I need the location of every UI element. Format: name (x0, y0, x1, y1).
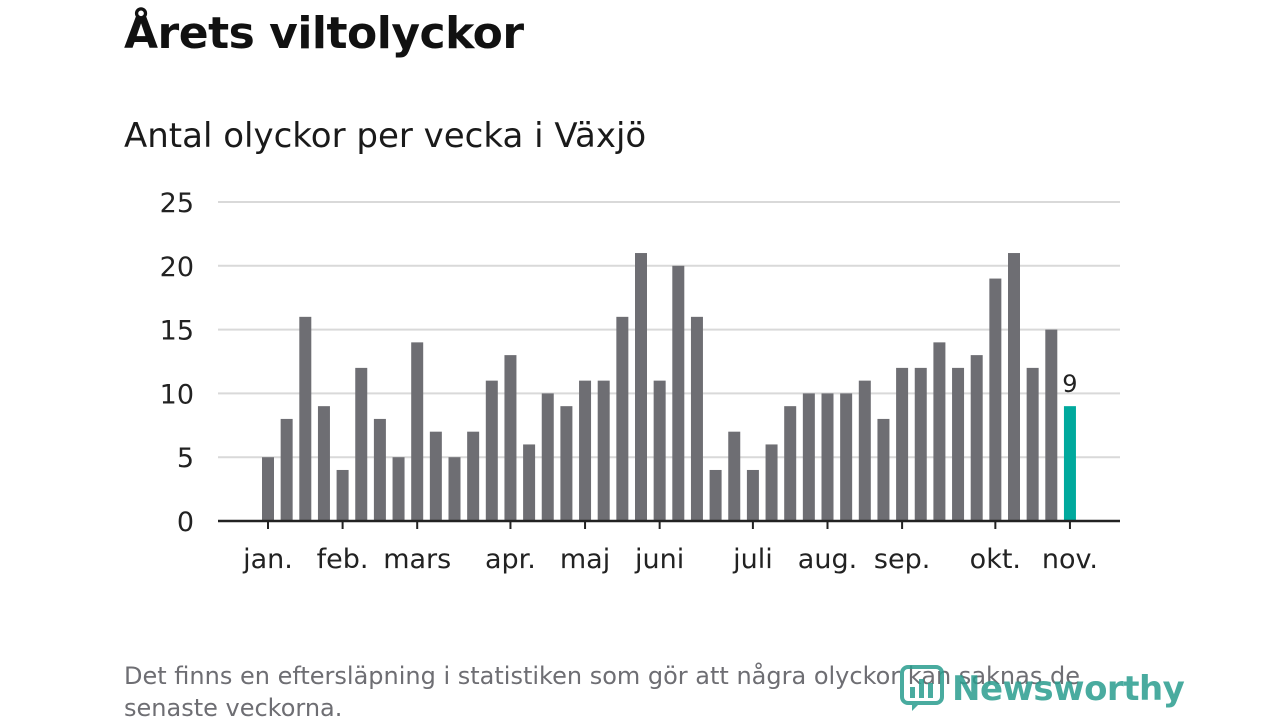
bar (933, 342, 946, 521)
y-tick-label: 5 (177, 443, 194, 474)
bar (504, 355, 517, 521)
bar-highlight (1063, 406, 1076, 521)
bar (858, 380, 871, 521)
bars: 9 (262, 253, 1078, 522)
bar (579, 380, 592, 521)
bar (802, 393, 815, 521)
bar (746, 469, 759, 521)
bar (411, 342, 424, 521)
bar (821, 393, 834, 521)
x-tick-label: jan. (242, 544, 293, 575)
y-tick-label: 20 (160, 252, 194, 283)
bar (262, 457, 274, 521)
brand-name: Newsworthy (952, 669, 1185, 709)
bar (635, 253, 647, 522)
x-tick-label: sep. (874, 544, 930, 575)
bar (597, 380, 610, 521)
x-axis: jan. feb. mars apr. maj juni juli aug. sep. okt. n… (218, 519, 1120, 575)
bar (560, 406, 573, 521)
bar (523, 444, 536, 521)
y-tick-label: 25 (160, 188, 194, 219)
y-tick-label: 15 (160, 316, 194, 347)
bar (317, 406, 330, 521)
bar (280, 418, 293, 521)
newsworthy-logo[interactable]: Newsworthy (900, 665, 1185, 713)
bar (896, 367, 909, 521)
bar (355, 367, 368, 521)
bar (877, 418, 890, 521)
bar (840, 393, 853, 521)
bar (1026, 367, 1039, 521)
bar-chart: 0 5 10 15 20 25 9 jan. feb. mars apr. maj juni juli… (160, 188, 1120, 575)
newsworthy-logo-icon (900, 665, 944, 711)
bar (336, 469, 349, 521)
y-axis-ticks: 0 5 10 15 20 25 (160, 188, 194, 538)
bar (299, 316, 312, 521)
y-tick-label: 10 (160, 379, 194, 410)
bar (616, 316, 629, 521)
chart-subtitle: Antal olyckor per vecka i Växjö (124, 116, 647, 156)
bar (541, 393, 554, 521)
x-tick-label: juli (732, 544, 773, 575)
x-tick-label: maj (560, 544, 610, 575)
bar (1008, 253, 1020, 522)
bar (373, 418, 386, 521)
x-tick-label: apr. (485, 544, 536, 575)
y-tick-label: 0 (177, 507, 194, 538)
gridlines (218, 201, 1120, 459)
bar (653, 380, 666, 521)
bar (765, 444, 778, 521)
bar (448, 457, 461, 521)
x-tick-label: nov. (1042, 544, 1098, 575)
bar (709, 469, 722, 521)
x-tick-label: juni (634, 544, 684, 575)
bar (392, 457, 405, 521)
bar (952, 367, 965, 521)
data-label: 9 (1062, 370, 1077, 398)
x-tick-label: okt. (970, 544, 1021, 575)
x-tick-label: aug. (798, 544, 857, 575)
bar (429, 431, 442, 521)
bar (914, 367, 927, 521)
bar (970, 355, 983, 521)
bar (690, 316, 703, 521)
chart-title: Årets viltolyckor (124, 8, 524, 59)
x-tick-label: mars (383, 544, 451, 575)
bar (989, 278, 1002, 521)
bar (1045, 329, 1058, 521)
bar (485, 380, 498, 521)
x-tick-label: feb. (317, 544, 369, 575)
bar (467, 431, 480, 521)
bar (784, 406, 797, 521)
bar (672, 265, 685, 521)
bar (728, 431, 741, 521)
